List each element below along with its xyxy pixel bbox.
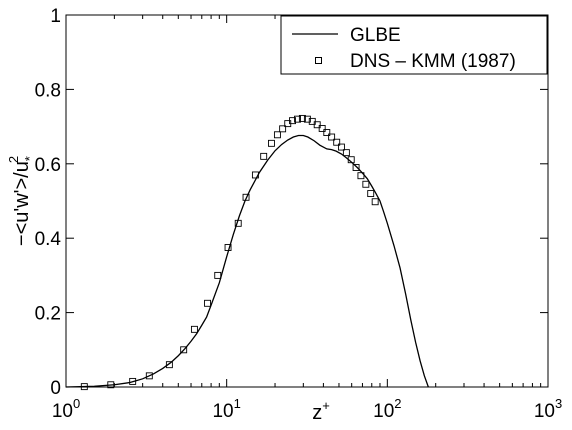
dns-data-point	[337, 143, 345, 151]
y-tick-label: 0.4	[35, 229, 62, 250]
y-tick-label: 0.8	[35, 80, 61, 101]
dns-data-point	[251, 171, 259, 179]
legend: GLBE DNS – KMM (1987)	[280, 15, 548, 75]
plot-frame	[65, 14, 549, 388]
dns-data-point	[294, 115, 301, 123]
dns-data-point	[242, 193, 250, 201]
dns-data-point	[234, 219, 242, 227]
dns-data-point	[371, 198, 379, 206]
dns-data-point	[298, 114, 306, 122]
dns-data-point	[268, 139, 275, 147]
x-tick-label: 101	[212, 396, 240, 422]
dns-data-point	[165, 361, 173, 369]
dns-data-point	[352, 164, 360, 171]
legend-marker-sample	[315, 57, 322, 64]
y-tick-labels: 0 0.2 0.4 0.6 0.8 1	[35, 6, 62, 399]
x-axis-label: z+	[312, 398, 330, 424]
x-tick-label: 103	[534, 396, 562, 422]
dns-data-point	[224, 244, 232, 251]
plot-area	[65, 14, 549, 391]
dns-data-point	[357, 172, 365, 180]
dns-data-point	[273, 131, 281, 139]
x-tick-label: 100	[52, 396, 80, 422]
dns-data-point	[318, 125, 326, 132]
dns-data-point	[260, 152, 268, 160]
y-tick-label: 1	[50, 6, 61, 27]
dns-data-point	[190, 325, 198, 333]
series-line-glbe	[65, 134, 429, 388]
legend-label-glbe: GLBE	[350, 25, 401, 46]
dns-data-point	[323, 129, 331, 137]
dns-data-point	[362, 180, 370, 188]
y-axis-label: −<u'w'>/u*2	[6, 156, 37, 246]
legend-label-dns: DNS – KMM (1987)	[350, 51, 516, 72]
dns-data-point	[279, 125, 287, 133]
legend-box	[280, 15, 548, 75]
dns-data-point	[347, 156, 355, 164]
dns-data-point	[204, 299, 211, 307]
x-tick-label: 102	[373, 396, 401, 422]
dns-data-point	[129, 377, 137, 385]
y-tick-label: 0.2	[35, 304, 61, 325]
dns-data-point	[289, 117, 296, 125]
dns-data-point	[367, 190, 375, 198]
y-tick-label: 0.6	[35, 155, 61, 176]
dns-data-point	[313, 121, 321, 129]
dns-data-point	[107, 381, 115, 389]
dns-data-point	[342, 149, 350, 157]
dns-data-point	[328, 133, 336, 141]
dns-data-point	[333, 138, 341, 146]
x-tick-labels: 100 101 102 103	[52, 396, 562, 422]
y-tick-label: 0	[50, 378, 61, 399]
dns-data-point	[303, 115, 311, 123]
dns-data-point	[214, 271, 222, 279]
dns-data-point	[145, 372, 153, 380]
dns-data-point	[180, 346, 188, 354]
series-layer	[65, 114, 429, 391]
dns-data-point	[80, 383, 88, 391]
